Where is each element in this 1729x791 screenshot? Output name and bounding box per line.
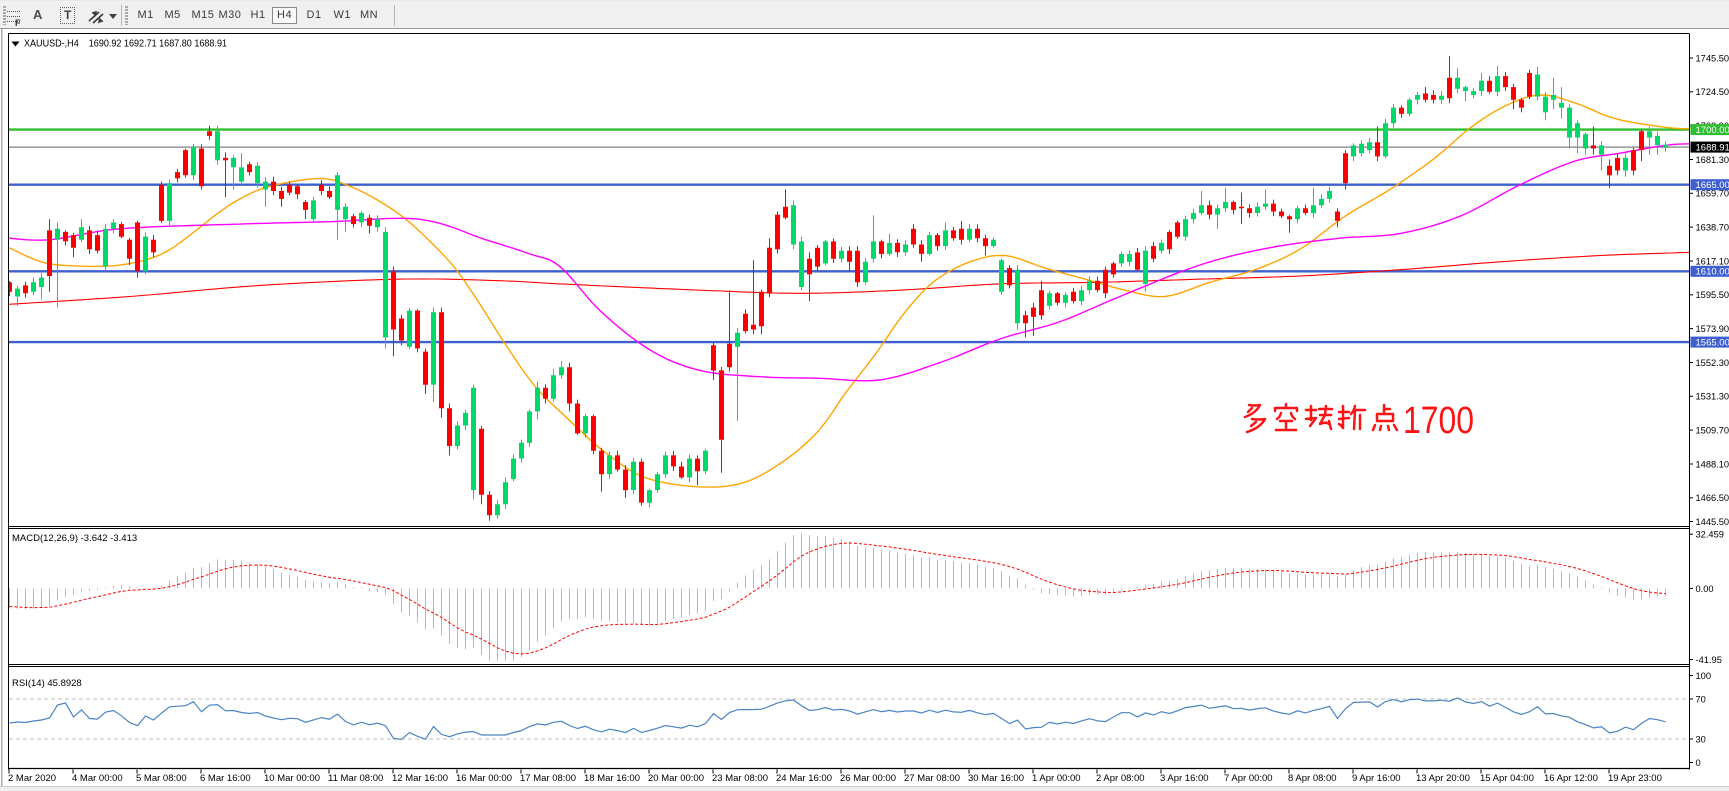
svg-text:1 Apr 00:00: 1 Apr 00:00: [1032, 773, 1081, 784]
svg-text:1445.50: 1445.50: [1696, 517, 1729, 527]
svg-text:16 Apr 12:00: 16 Apr 12:00: [1544, 773, 1598, 784]
svg-text:24 Mar 16:00: 24 Mar 16:00: [776, 773, 832, 784]
svg-text:27 Mar 08:00: 27 Mar 08:00: [904, 773, 960, 784]
svg-text:1617.10: 1617.10: [1696, 256, 1729, 266]
svg-text:1595.50: 1595.50: [1696, 290, 1729, 300]
svg-text:-41.95: -41.95: [1696, 655, 1722, 665]
svg-text:1565.00: 1565.00: [1696, 338, 1729, 349]
svg-text:1700.00: 1700.00: [1696, 125, 1729, 136]
svg-text:0: 0: [1696, 758, 1701, 768]
svg-text:5 Mar 08:00: 5 Mar 08:00: [136, 773, 187, 784]
svg-text:30 Mar 16:00: 30 Mar 16:00: [968, 773, 1024, 784]
svg-text:RSI(14) 45.8928: RSI(14) 45.8928: [12, 678, 82, 689]
svg-text:70: 70: [1696, 694, 1706, 704]
svg-text:1665.00: 1665.00: [1696, 180, 1729, 191]
svg-text:16 Mar 00:00: 16 Mar 00:00: [456, 773, 512, 784]
svg-text:11 Mar 08:00: 11 Mar 08:00: [328, 773, 383, 784]
svg-text:2 Mar 2020: 2 Mar 2020: [8, 773, 56, 784]
svg-text:1659.70: 1659.70: [1696, 189, 1729, 199]
svg-text:1724.50: 1724.50: [1696, 87, 1729, 97]
svg-text:15 Apr 04:00: 15 Apr 04:00: [1480, 773, 1534, 784]
svg-text:2 Apr 08:00: 2 Apr 08:00: [1096, 773, 1145, 784]
svg-text:1745.50: 1745.50: [1696, 53, 1729, 63]
svg-text:10 Mar 00:00: 10 Mar 00:00: [264, 773, 320, 784]
svg-text:23 Mar 08:00: 23 Mar 08:00: [712, 773, 768, 784]
svg-text:1700: 1700: [1403, 400, 1474, 442]
svg-text:17 Mar 08:00: 17 Mar 08:00: [520, 773, 576, 784]
svg-text:18 Mar 16:00: 18 Mar 16:00: [584, 773, 640, 784]
svg-text:1681.30: 1681.30: [1696, 155, 1729, 165]
svg-text:XAUUSD-,H4 1690.92 1692.71: XAUUSD-,H4 1690.92 1692.71 1687.80 1688.…: [24, 39, 227, 50]
svg-text:19 Apr 23:00: 19 Apr 23:00: [1608, 773, 1662, 784]
svg-text:3 Apr 16:00: 3 Apr 16:00: [1160, 773, 1209, 784]
svg-text:26 Mar 00:00: 26 Mar 00:00: [840, 773, 896, 784]
svg-text:9 Apr 16:00: 9 Apr 16:00: [1352, 773, 1401, 784]
svg-text:1488.10: 1488.10: [1696, 459, 1729, 469]
svg-text:1466.50: 1466.50: [1696, 493, 1729, 503]
svg-text:30: 30: [1696, 734, 1706, 744]
svg-text:13 Apr 20:00: 13 Apr 20:00: [1416, 773, 1470, 784]
svg-text:4 Mar 00:00: 4 Mar 00:00: [72, 773, 123, 784]
svg-text:1509.70: 1509.70: [1696, 426, 1729, 436]
svg-text:32.459: 32.459: [1696, 530, 1724, 540]
svg-text:7 Apr 00:00: 7 Apr 00:00: [1224, 773, 1273, 784]
svg-text:MACD(12,26,9) -3.642 -3.413: MACD(12,26,9) -3.642 -3.413: [12, 533, 137, 544]
svg-text:1688.91: 1688.91: [1696, 143, 1729, 154]
svg-text:1552.30: 1552.30: [1696, 358, 1729, 368]
svg-text:12 Mar 16:00: 12 Mar 16:00: [392, 773, 448, 784]
svg-text:1573.90: 1573.90: [1696, 324, 1729, 334]
svg-text:8 Apr 08:00: 8 Apr 08:00: [1288, 773, 1337, 784]
svg-text:20 Mar 00:00: 20 Mar 00:00: [648, 773, 704, 784]
svg-text:100: 100: [1696, 671, 1712, 681]
svg-text:6 Mar 16:00: 6 Mar 16:00: [200, 773, 251, 784]
svg-text:1638.70: 1638.70: [1696, 223, 1729, 233]
svg-text:1531.30: 1531.30: [1696, 392, 1729, 402]
svg-text:1610.00: 1610.00: [1696, 267, 1729, 278]
svg-text:0.00: 0.00: [1696, 584, 1714, 594]
